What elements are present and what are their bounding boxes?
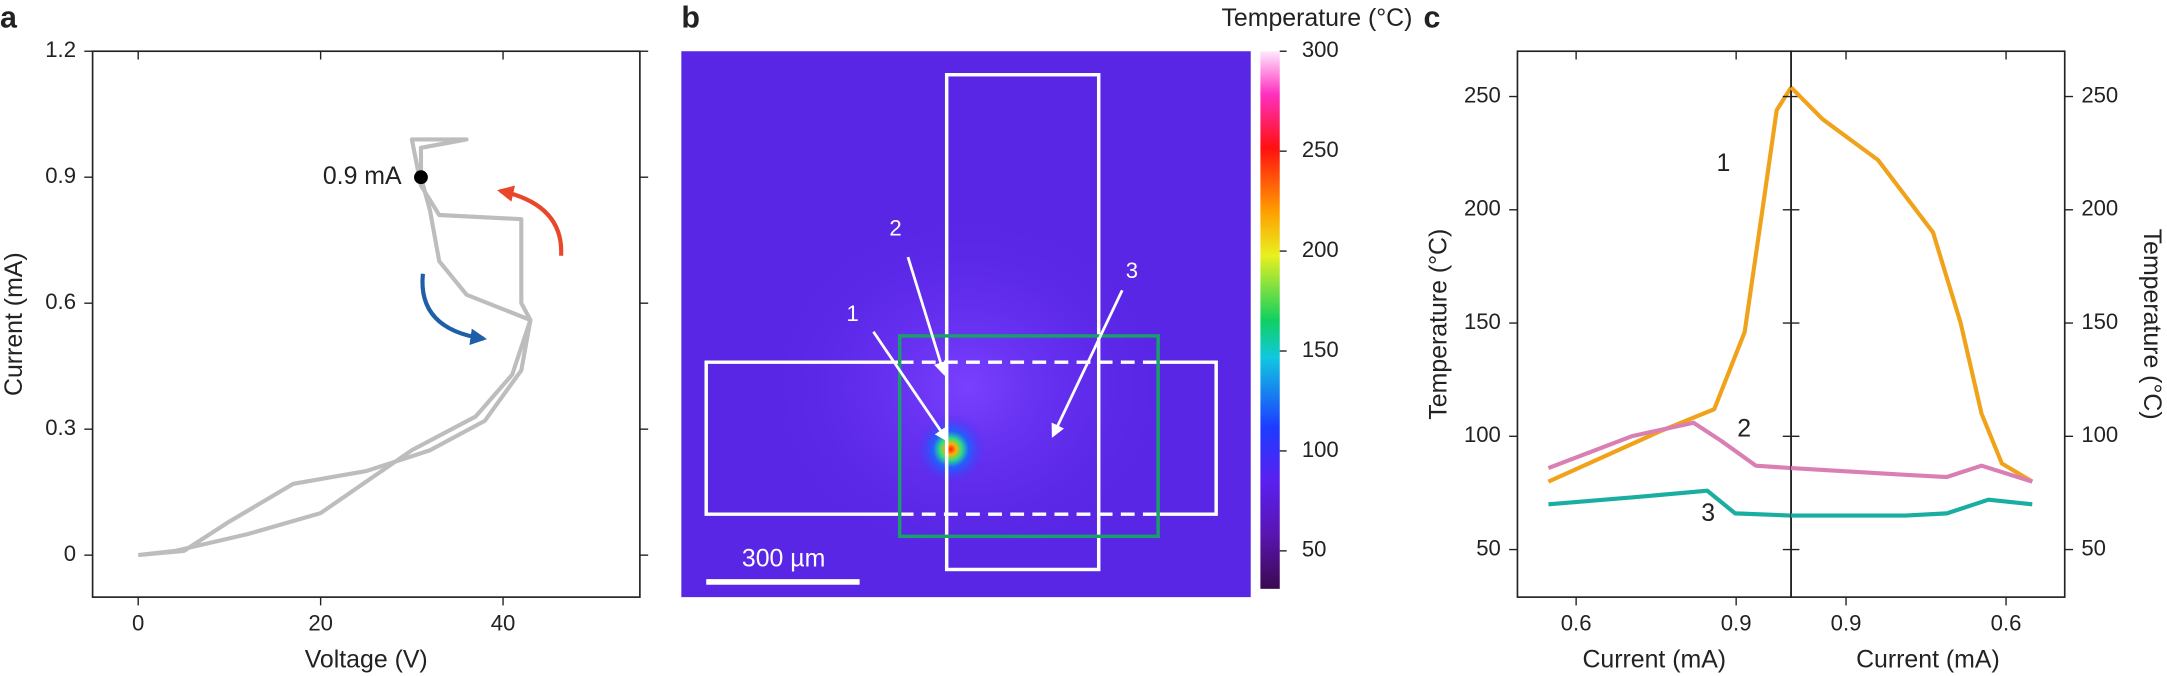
y-tick-label: 1.2 [45,37,76,62]
y-tick-label: 250 [1464,82,1501,107]
panel-label: b [681,0,700,34]
hot-spot [914,413,987,486]
colorbar-tick-label: 100 [1302,437,1339,462]
y-axis-label: Temperature (°C) [2138,229,2166,420]
overlap-box [897,334,1160,539]
series-line [1547,420,1792,471]
glow [760,207,1175,567]
y-tick-label: 200 [1464,196,1501,221]
x-axis-label: Voltage (V) [305,645,428,673]
series-label: 2 [1737,414,1751,442]
pointer-arrows [872,256,1124,442]
y-tick-label: 50 [2081,535,2106,560]
colorbar [1260,51,1280,589]
y-tick-label: 0.6 [45,289,76,314]
scale-bar-label: 300 µm [742,544,825,572]
x-axis-label: Current (mA) [1856,645,2000,673]
x-tick-label: 20 [308,611,333,636]
x-tick-label: 0.6 [1991,611,2022,636]
y-tick-label: 150 [2081,309,2118,334]
spot-label: 3 [1126,258,1138,283]
series-label: 1 [1716,149,1730,177]
colorbar-tick-label: 200 [1302,237,1339,262]
y-tick-label: 200 [2081,196,2118,221]
electrode-h [704,360,1218,516]
x-tick-label: 0.9 [1721,611,1752,636]
spot-label: 2 [889,215,901,240]
colorbar-tick-label: 300 [1302,37,1339,62]
y-tick-label: 50 [1476,535,1501,560]
series-line [1547,86,1793,484]
arrow [1051,289,1124,438]
plot-frame [1790,50,2066,598]
series-line [137,137,533,558]
y-axis-label: Current (mA) [0,252,28,396]
arrow [906,256,948,376]
sweep-arrow-up [497,185,564,256]
x-tick-label: 0.9 [1831,611,1862,636]
annotation-label: 0.9 mA [323,162,402,190]
y-tick-label: 100 [1464,422,1501,447]
y-tick-label: 150 [1464,309,1501,334]
series-label: 3 [1701,499,1715,527]
y-tick-label: 0.9 [45,163,76,188]
arrow [872,331,949,442]
y-axis-label: Temperature (°C) [1425,229,1453,420]
panel-label: a [0,0,18,34]
sweep-arrow-down [420,273,487,345]
colorbar-tick-label: 150 [1302,337,1339,362]
panel-label: c [1423,0,1440,34]
y-tick-label: 100 [2081,422,2118,447]
y-tick-label: 250 [2081,82,2118,107]
spot-label: 1 [847,301,859,326]
x-tick-label: 40 [491,611,516,636]
y-tick-label: 0 [64,541,76,566]
annotation-point [414,170,428,185]
series-line [1789,85,2034,484]
series-line [1790,463,2033,484]
series-line [1791,497,2033,518]
colorbar-tick-label: 50 [1302,537,1327,562]
x-axis-label: Current (mA) [1582,645,1726,673]
colorbar-tick-label: 250 [1302,137,1339,162]
plot-frame [91,50,641,598]
series-line [1548,488,1792,518]
x-tick-label: 0 [132,611,144,636]
y-tick-label: 0.3 [45,415,76,440]
electrodes [704,72,1218,572]
colorbar-label: Temperature (°C) [1221,4,1412,32]
electrode-v [944,72,1101,572]
x-tick-label: 0.6 [1561,611,1592,636]
